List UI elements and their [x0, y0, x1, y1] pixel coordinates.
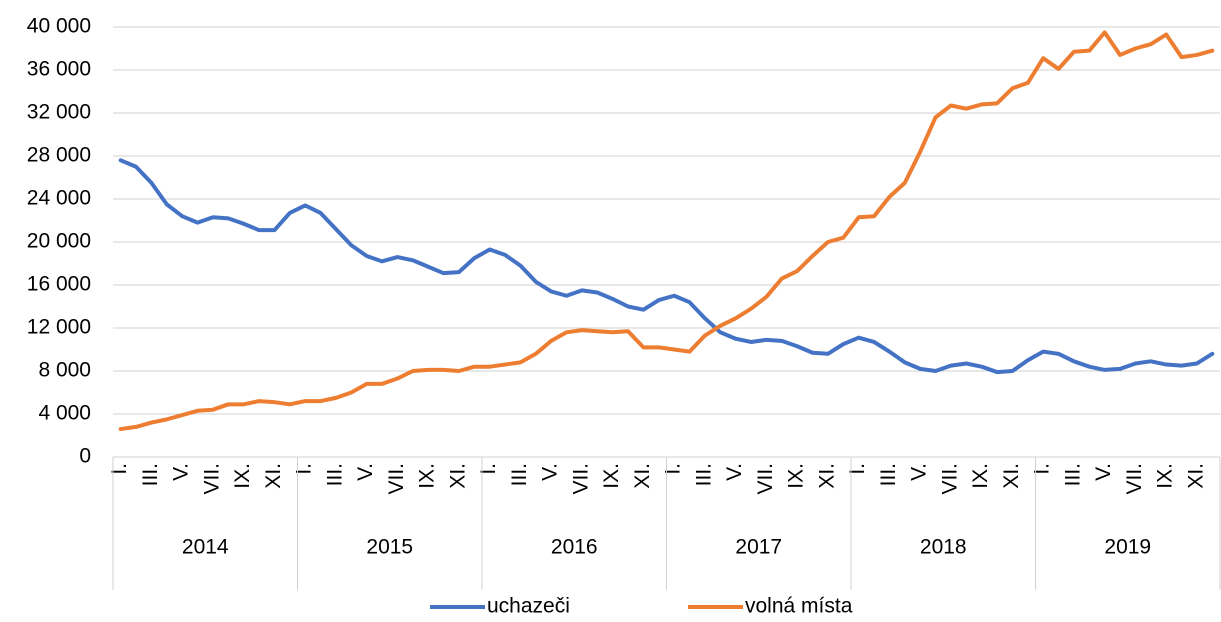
x-tick-label: V. — [908, 463, 931, 481]
x-tick-label: I. — [1031, 463, 1054, 475]
x-group-label: 2016 — [551, 536, 598, 559]
x-tick-label: IX. — [231, 463, 254, 489]
x-tick-label: V. — [539, 463, 562, 481]
x-group-label: 2018 — [920, 536, 967, 559]
x-tick-label: III. — [139, 463, 162, 486]
y-tick-label: 24 000 — [27, 187, 91, 210]
x-tick-label: XI. — [262, 463, 285, 489]
y-tick-label: 0 — [79, 445, 91, 468]
y-tick-label: 16 000 — [27, 273, 91, 296]
x-tick-label: IX. — [1154, 463, 1177, 489]
legend-label: uchazeči — [487, 595, 570, 618]
x-tick-label: VII. — [754, 463, 777, 495]
legend-label: volná místa — [745, 595, 853, 618]
y-tick-label: 20 000 — [27, 230, 91, 253]
x-group-label: 2014 — [182, 536, 229, 559]
x-tick-label: III. — [323, 463, 346, 486]
x-tick-label: IX. — [785, 463, 808, 489]
x-group-label: 2019 — [1104, 536, 1151, 559]
x-tick-label: III. — [692, 463, 715, 486]
x-tick-label: III. — [877, 463, 900, 486]
x-tick-label: V. — [354, 463, 377, 481]
x-tick-label: I. — [846, 463, 869, 475]
x-tick-label: VII. — [569, 463, 592, 495]
y-tick-label: 36 000 — [27, 58, 91, 81]
x-tick-label: I. — [108, 463, 131, 475]
y-tick-label: 4 000 — [38, 402, 91, 425]
series-line — [118, 158, 1215, 375]
x-tick-label: VII. — [200, 463, 223, 495]
x-tick-label: VII. — [385, 463, 408, 495]
x-tick-label: VII. — [938, 463, 961, 495]
x-tick-label: V. — [170, 463, 193, 481]
x-tick-label: I. — [662, 463, 685, 475]
x-tick-label: I. — [477, 463, 500, 475]
x-tick-label: XI. — [1184, 463, 1207, 489]
x-tick-label: VII. — [1123, 463, 1146, 495]
x-tick-label: III. — [508, 463, 531, 486]
x-tick-label: V. — [723, 463, 746, 481]
y-tick-label: 40 000 — [27, 15, 91, 38]
x-tick-label: IX. — [600, 463, 623, 489]
x-tick-label: III. — [1061, 463, 1084, 486]
x-tick-label: I. — [293, 463, 316, 475]
y-tick-label: 8 000 — [38, 359, 91, 382]
x-tick-label: V. — [1092, 463, 1115, 481]
series-line — [118, 30, 1215, 432]
x-tick-label: XI. — [1000, 463, 1023, 489]
x-tick-label: IX. — [969, 463, 992, 489]
x-tick-label: IX. — [416, 463, 439, 489]
y-tick-label: 28 000 — [27, 144, 91, 167]
x-tick-label: XI. — [815, 463, 838, 489]
x-tick-label: XI. — [446, 463, 469, 489]
x-group-label: 2017 — [735, 536, 782, 559]
x-group-label: 2015 — [366, 536, 413, 559]
x-tick-label: XI. — [631, 463, 654, 489]
y-tick-label: 32 000 — [27, 101, 91, 124]
y-tick-label: 12 000 — [27, 316, 91, 339]
